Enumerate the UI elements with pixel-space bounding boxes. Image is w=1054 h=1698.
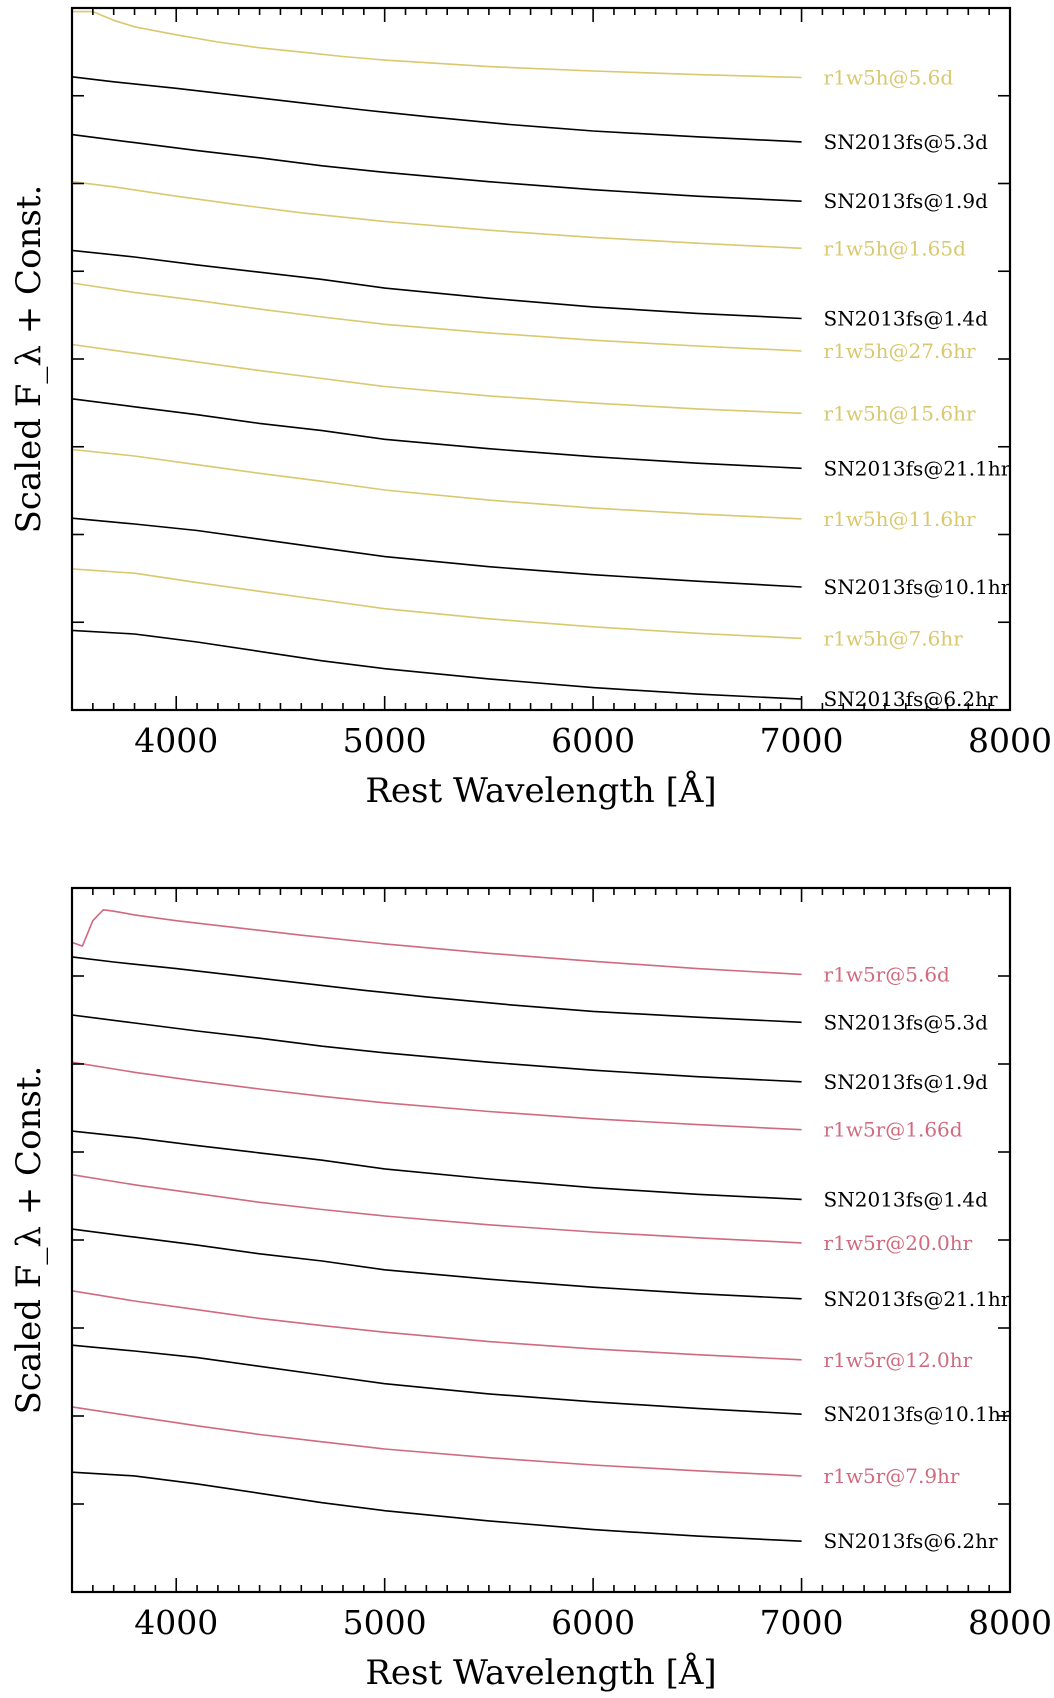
spectrum-line-top-8 bbox=[71, 448, 802, 520]
series-label: r1w5h@15.6hr bbox=[824, 401, 976, 425]
series-label: r1w5r@20.0hr bbox=[824, 1231, 973, 1255]
series-label: r1w5h@5.6d bbox=[824, 65, 954, 89]
spectrum-line-bottom-6 bbox=[71, 1228, 802, 1300]
series-label: SN2013fs@6.2hr bbox=[824, 1529, 998, 1553]
series-label: r1w5h@11.6hr bbox=[824, 507, 976, 531]
spectrum-line-top-6 bbox=[71, 343, 802, 415]
series-label: SN2013fs@1.4d bbox=[824, 1187, 989, 1211]
x-tick-label: 8000 bbox=[968, 721, 1052, 760]
spectrum-line-bottom-10 bbox=[71, 1471, 802, 1542]
x-tick-label: 4000 bbox=[134, 1603, 218, 1642]
series-label: r1w5r@7.9hr bbox=[824, 1464, 960, 1488]
spectrum-line-bottom-2 bbox=[71, 1014, 802, 1083]
spectrum-line-top-5 bbox=[71, 282, 802, 352]
series-label: SN2013fs@1.4d bbox=[824, 306, 989, 330]
spectrum-line-top-3 bbox=[71, 180, 802, 250]
spectrum-line-bottom-1 bbox=[71, 956, 802, 1024]
x-tick-label: 7000 bbox=[760, 721, 844, 760]
series-label: SN2013fs@6.2hr bbox=[824, 687, 998, 711]
spectrum-line-bottom-7 bbox=[71, 1290, 802, 1361]
bottom-spectra-panel: r1w5r@5.6d SN2013fs@5.3d SN2013fs@1.9d r1w5… bbox=[9, 886, 1052, 1693]
y-axis-title: Scaled F_λ + Const. bbox=[9, 1066, 49, 1415]
top-spectra-panel: r1w5h@5.6d SN2013fs@5.3d SN2013fs@1.9d r1w5… bbox=[9, 6, 1052, 811]
x-tick-label: 8000 bbox=[968, 1603, 1052, 1642]
series-label: r1w5h@7.6hr bbox=[824, 626, 964, 650]
series-label: SN2013fs@21.1hr bbox=[824, 1287, 1011, 1311]
x-tick-label: 6000 bbox=[551, 1603, 635, 1642]
series-label: r1w5r@1.66d bbox=[824, 1118, 963, 1142]
series-label: SN2013fs@1.9d bbox=[824, 189, 989, 213]
x-tick-label: 6000 bbox=[551, 721, 635, 760]
spectrum-line-bottom-4 bbox=[71, 1130, 802, 1201]
x-axis-title: Rest Wavelength [Å] bbox=[365, 1652, 716, 1693]
series-label: SN2013fs@5.3d bbox=[824, 130, 989, 154]
x-tick-label: 5000 bbox=[343, 721, 427, 760]
spectrum-line-top-10 bbox=[71, 568, 802, 640]
series-label: r1w5h@1.65d bbox=[824, 236, 967, 260]
spectrum-line-top-2 bbox=[71, 133, 802, 202]
spectrum-line-bottom-9 bbox=[71, 1406, 802, 1477]
spectrum-line-top-11 bbox=[71, 629, 802, 700]
series-label: r1w5r@12.0hr bbox=[824, 1348, 973, 1372]
spectrum-line-top-1 bbox=[71, 76, 802, 143]
spectrum-line-bottom-5 bbox=[71, 1173, 802, 1244]
spectrum-line-top-7 bbox=[71, 398, 802, 470]
spectrum-line-top-4 bbox=[71, 249, 802, 320]
x-axis-title: Rest Wavelength [Å] bbox=[365, 770, 716, 811]
series-label: SN2013fs@10.1hr bbox=[824, 575, 1011, 599]
series-label: SN2013fs@1.9d bbox=[824, 1070, 989, 1094]
series-label: r1w5h@27.6hr bbox=[824, 339, 976, 363]
x-tick-label: 4000 bbox=[134, 721, 218, 760]
x-tick-label: 7000 bbox=[760, 1603, 844, 1642]
x-tick-label: 5000 bbox=[343, 1603, 427, 1642]
series-label: r1w5r@5.6d bbox=[824, 962, 950, 986]
y-axis-title: Scaled F_λ + Const. bbox=[9, 185, 49, 534]
spectrum-line-bottom-0 bbox=[71, 909, 802, 976]
series-label: SN2013fs@21.1hr bbox=[824, 456, 1011, 480]
series-label: SN2013fs@5.3d bbox=[824, 1010, 989, 1034]
spectrum-line-top-0 bbox=[72, 10, 802, 79]
spectrum-line-bottom-8 bbox=[71, 1344, 802, 1415]
series-label: SN2013fs@10.1hr bbox=[824, 1402, 1011, 1426]
spectrum-line-top-9 bbox=[71, 517, 802, 588]
spectrum-line-bottom-3 bbox=[71, 1061, 802, 1131]
